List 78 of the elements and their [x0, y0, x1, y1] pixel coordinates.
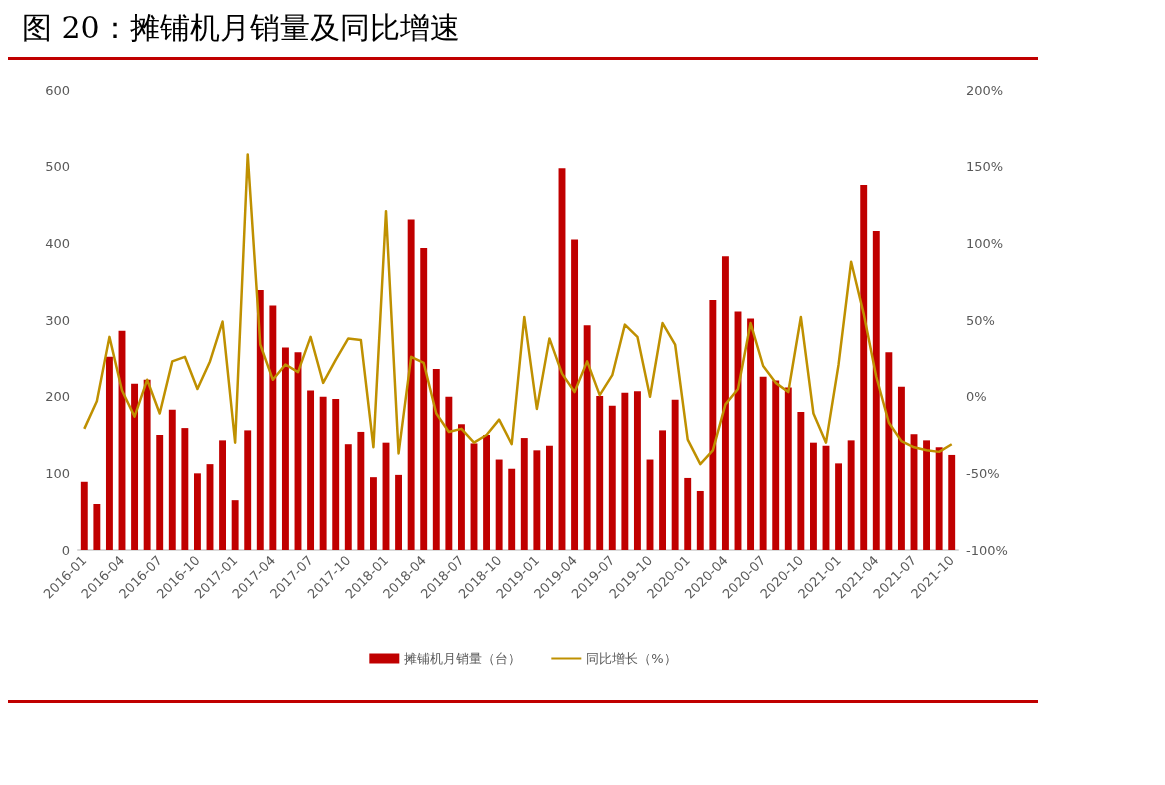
chart-title: 图 20：摊铺机月销量及同比增速	[8, 8, 1038, 60]
bar	[772, 380, 780, 550]
bar	[193, 473, 201, 550]
bar	[885, 352, 893, 550]
bar	[659, 430, 667, 550]
y2-tick-label: 0%	[966, 389, 987, 405]
bar	[721, 256, 729, 550]
bar	[131, 383, 139, 550]
bar	[281, 347, 289, 550]
bar	[923, 440, 931, 550]
y-tick-label: 600	[45, 82, 70, 98]
bar	[156, 435, 164, 550]
bar	[935, 447, 943, 550]
bar	[508, 468, 516, 550]
y2-tick-label: -100%	[966, 542, 1008, 558]
y-tick-label: 300	[45, 312, 70, 328]
bar	[143, 379, 151, 550]
bar	[545, 445, 553, 550]
bar	[483, 435, 491, 550]
bar	[256, 290, 264, 550]
bar	[709, 300, 717, 550]
bar	[596, 395, 604, 550]
y2-tick-label: 150%	[966, 159, 1004, 175]
bar	[319, 396, 327, 550]
bar	[80, 481, 88, 550]
bar	[219, 440, 227, 550]
bar	[608, 405, 616, 550]
bar	[168, 409, 176, 550]
bar	[307, 390, 315, 550]
bar	[520, 438, 528, 550]
y-tick-label: 500	[45, 159, 70, 175]
bar	[407, 219, 415, 550]
bar	[571, 239, 579, 550]
bar	[897, 386, 905, 550]
bar	[809, 442, 817, 550]
legend-label: 同比增长（%）	[586, 651, 677, 666]
bar	[797, 412, 805, 550]
bar	[583, 325, 591, 550]
bar	[759, 376, 767, 550]
bar	[784, 387, 792, 550]
y-tick-label: 400	[45, 235, 70, 251]
bar	[93, 504, 101, 550]
bar	[495, 459, 503, 550]
bar	[684, 477, 692, 550]
bar	[344, 444, 352, 550]
bar	[835, 463, 843, 550]
bar	[369, 477, 377, 550]
bar	[747, 318, 755, 550]
bar	[445, 396, 453, 550]
y2-tick-label: 200%	[966, 82, 1004, 98]
bar	[105, 356, 113, 550]
bar	[621, 392, 629, 550]
bar	[357, 431, 365, 550]
bar	[432, 369, 440, 550]
bar	[231, 500, 239, 550]
bar	[420, 247, 428, 550]
y2-tick-label: -50%	[966, 465, 1000, 481]
line-series	[83, 153, 953, 466]
bar	[847, 440, 855, 550]
bar	[395, 474, 403, 550]
y-tick-label: 0	[61, 542, 70, 558]
bar	[948, 454, 956, 550]
bar	[244, 430, 252, 550]
y2-tick-label: 50%	[966, 312, 995, 328]
y2-tick-label: 100%	[966, 235, 1004, 251]
legend-label: 摊铺机月销量（台）	[404, 651, 522, 666]
bar	[872, 231, 880, 550]
bar	[860, 185, 868, 550]
bar	[332, 398, 340, 550]
y-tick-label: 100	[45, 465, 70, 481]
bar	[533, 450, 541, 550]
bar	[633, 391, 641, 550]
bar	[457, 424, 465, 550]
bar	[181, 428, 189, 550]
bar	[671, 399, 679, 550]
bar	[269, 305, 277, 550]
y-tick-label: 200	[45, 389, 70, 405]
bar	[696, 490, 704, 550]
